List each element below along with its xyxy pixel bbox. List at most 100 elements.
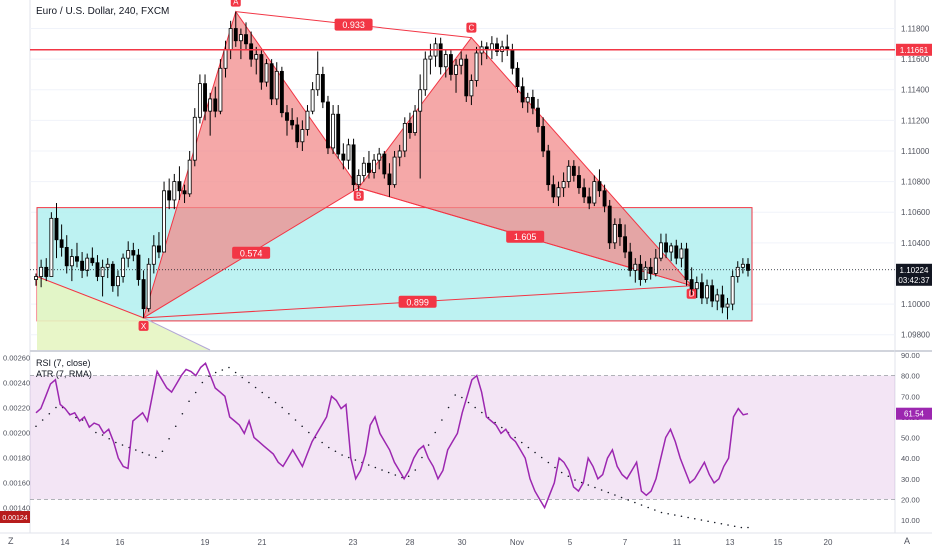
candle[interactable] xyxy=(438,37,443,75)
candle[interactable] xyxy=(126,241,131,268)
candle[interactable] xyxy=(336,105,341,159)
candle[interactable] xyxy=(305,105,310,136)
candle[interactable] xyxy=(80,252,85,279)
candle[interactable] xyxy=(520,77,525,109)
candle[interactable] xyxy=(684,242,689,286)
candle[interactable] xyxy=(397,144,402,167)
candle[interactable] xyxy=(361,157,366,182)
candle[interactable] xyxy=(167,178,172,210)
candle[interactable] xyxy=(121,253,126,283)
candle[interactable] xyxy=(208,92,213,136)
candle[interactable] xyxy=(674,239,679,265)
candle[interactable] xyxy=(459,51,464,75)
candle[interactable] xyxy=(602,184,607,213)
candle[interactable] xyxy=(735,261,740,283)
candle[interactable] xyxy=(377,147,382,170)
candle[interactable] xyxy=(561,172,566,197)
candle[interactable] xyxy=(372,154,377,179)
candle[interactable] xyxy=(315,51,320,96)
candle[interactable] xyxy=(658,233,663,262)
candle[interactable] xyxy=(331,105,336,155)
candle[interactable] xyxy=(346,138,351,170)
candle[interactable] xyxy=(85,253,90,277)
candle[interactable] xyxy=(669,242,674,262)
candle[interactable] xyxy=(541,117,546,158)
candle[interactable] xyxy=(382,150,387,179)
candle[interactable] xyxy=(536,98,540,133)
candle[interactable] xyxy=(75,242,79,268)
candle[interactable] xyxy=(582,178,587,204)
candle[interactable] xyxy=(418,74,423,179)
candle[interactable] xyxy=(633,258,638,283)
candle[interactable] xyxy=(136,248,141,286)
rsi-line[interactable] xyxy=(35,362,749,510)
candle[interactable] xyxy=(699,273,704,305)
candle[interactable] xyxy=(49,212,54,277)
candle[interactable] xyxy=(694,276,699,298)
candle[interactable] xyxy=(740,258,745,274)
candle[interactable] xyxy=(156,232,161,259)
candle[interactable] xyxy=(54,203,59,259)
candle[interactable] xyxy=(443,49,448,78)
fan-line[interactable] xyxy=(36,276,144,319)
candle[interactable] xyxy=(413,105,417,136)
candle[interactable] xyxy=(618,218,622,246)
candle[interactable] xyxy=(402,117,407,158)
candle[interactable] xyxy=(725,297,730,320)
candle[interactable] xyxy=(356,169,361,191)
candle[interactable] xyxy=(474,46,479,87)
candle[interactable] xyxy=(39,259,44,288)
candle[interactable] xyxy=(233,11,238,47)
candle[interactable] xyxy=(326,95,330,155)
candle[interactable] xyxy=(44,258,49,282)
candle[interactable] xyxy=(59,224,64,257)
candle[interactable] xyxy=(105,258,110,279)
candle[interactable] xyxy=(269,59,274,106)
candle[interactable] xyxy=(187,150,192,197)
candle[interactable] xyxy=(351,138,356,191)
candle[interactable] xyxy=(213,86,218,118)
candle[interactable] xyxy=(300,120,305,151)
candle[interactable] xyxy=(407,112,412,139)
candle[interactable] xyxy=(64,235,69,274)
candle[interactable] xyxy=(612,218,617,249)
candle[interactable] xyxy=(715,288,720,311)
candle[interactable] xyxy=(556,181,561,207)
candle[interactable] xyxy=(530,89,535,115)
candle[interactable] xyxy=(197,74,202,124)
candle[interactable] xyxy=(643,261,648,283)
candle[interactable] xyxy=(525,92,530,113)
candle[interactable] xyxy=(464,54,469,102)
candle[interactable] xyxy=(597,169,602,197)
candle[interactable] xyxy=(710,279,715,308)
candle[interactable] xyxy=(515,62,520,93)
candle[interactable] xyxy=(566,160,571,188)
candle[interactable] xyxy=(192,108,197,167)
candle[interactable] xyxy=(448,49,453,81)
candle[interactable] xyxy=(279,66,284,118)
candle[interactable] xyxy=(423,51,428,96)
candle[interactable] xyxy=(638,255,643,286)
candle[interactable] xyxy=(648,258,653,280)
candle[interactable] xyxy=(577,166,581,194)
candle[interactable] xyxy=(571,160,576,182)
candle[interactable] xyxy=(387,163,392,197)
candle[interactable] xyxy=(623,224,628,259)
candle[interactable] xyxy=(295,117,300,148)
candle[interactable] xyxy=(628,242,633,277)
candle[interactable] xyxy=(592,175,597,207)
candle[interactable] xyxy=(664,233,668,259)
candle[interactable] xyxy=(110,261,115,292)
candle[interactable] xyxy=(367,150,371,179)
candle[interactable] xyxy=(151,235,156,274)
candle[interactable] xyxy=(34,273,38,286)
fan-line[interactable] xyxy=(143,317,211,351)
candle[interactable] xyxy=(428,43,433,75)
candle[interactable] xyxy=(69,248,74,282)
candle[interactable] xyxy=(259,49,264,90)
candle[interactable] xyxy=(131,242,136,262)
candle[interactable] xyxy=(730,270,735,311)
candle[interactable] xyxy=(320,66,325,109)
